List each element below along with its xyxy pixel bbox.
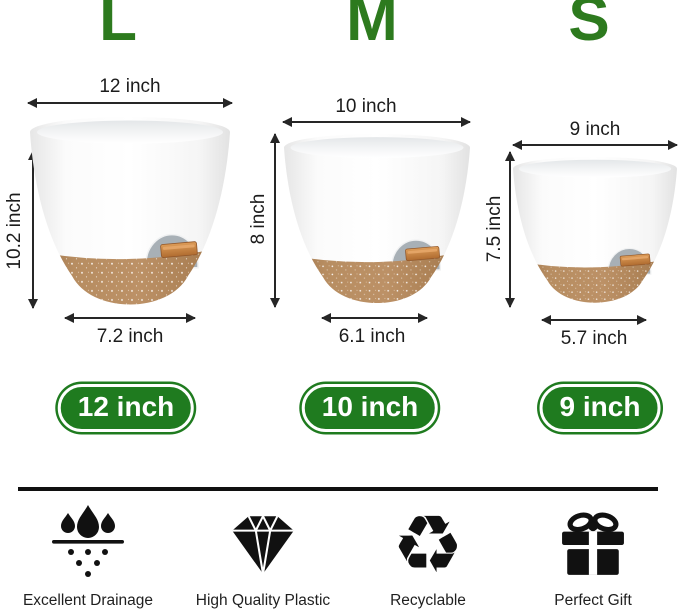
drainage-icon bbox=[49, 502, 127, 588]
m-top-width-label: 10 inch bbox=[335, 96, 397, 117]
l-height-label: 10.2 inch bbox=[4, 192, 25, 270]
size-letter-m: M bbox=[346, 0, 398, 54]
pot-m-image bbox=[284, 134, 470, 308]
feature-label: Recyclable bbox=[390, 592, 466, 609]
s-height-arrow bbox=[505, 151, 515, 308]
feature-drainage: Excellent Drainage bbox=[0, 502, 180, 610]
l-top-width-arrow bbox=[27, 98, 233, 108]
recycle-icon: ♻ bbox=[392, 498, 464, 591]
diamond-icon bbox=[226, 502, 300, 588]
s-height-label: 7.5 inch bbox=[484, 195, 505, 263]
l-bottom-width-label: 7.2 inch bbox=[96, 326, 164, 347]
s-bottom-width-label: 5.7 inch bbox=[560, 328, 628, 349]
pot-s-image bbox=[513, 157, 677, 307]
size-letter-l: L bbox=[99, 0, 137, 54]
m-top-width-arrow bbox=[282, 117, 471, 127]
feature-quality: High Quality Plastic bbox=[171, 502, 355, 610]
feature-label: Excellent Drainage bbox=[22, 592, 154, 609]
l-size-badge: 12 inch bbox=[57, 384, 195, 432]
pot-l-image bbox=[30, 117, 230, 310]
m-height-arrow bbox=[270, 133, 280, 308]
s-top-width-label: 9 inch bbox=[569, 119, 621, 140]
gift-icon bbox=[560, 502, 626, 588]
size-letter-s: S bbox=[568, 0, 610, 54]
m-size-badge: 10 inch bbox=[301, 384, 439, 432]
section-divider bbox=[18, 487, 658, 491]
feature-label: Perfect Gift bbox=[554, 592, 632, 609]
m-bottom-width-arrow bbox=[321, 313, 428, 323]
feature-recyclable: ♻ Recyclable bbox=[336, 502, 520, 610]
s-size-badge: 9 inch bbox=[539, 384, 661, 432]
feature-label: High Quality Plastic bbox=[195, 592, 331, 609]
l-bottom-width-arrow bbox=[64, 313, 196, 323]
feature-gift: Perfect Gift bbox=[501, 502, 679, 610]
m-height-label: 8 inch bbox=[248, 193, 269, 245]
m-bottom-width-label: 6.1 inch bbox=[338, 326, 406, 347]
s-bottom-width-arrow bbox=[541, 315, 647, 325]
s-top-width-arrow bbox=[512, 140, 678, 150]
l-top-width-label: 12 inch bbox=[99, 76, 161, 97]
